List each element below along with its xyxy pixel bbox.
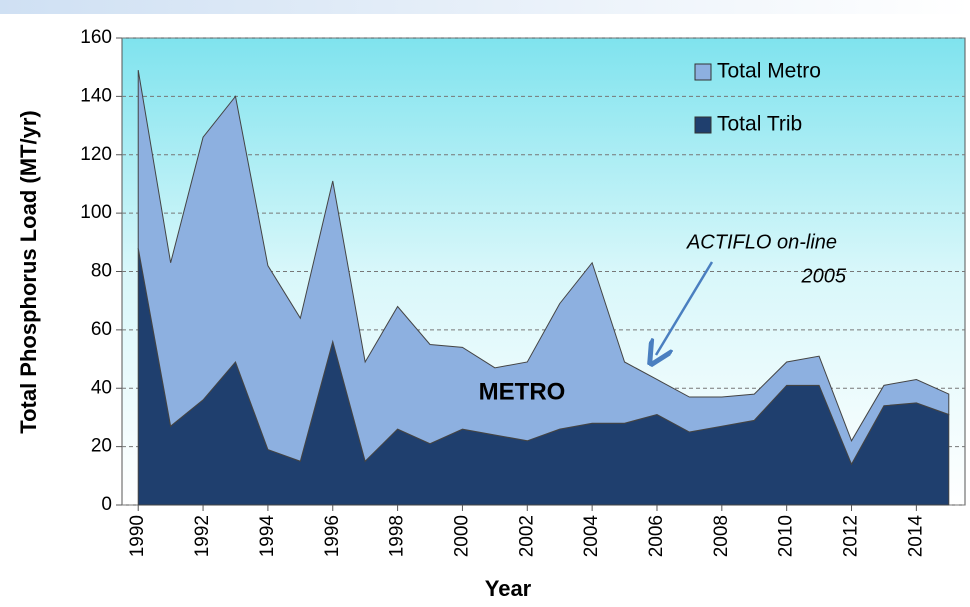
y-tick-label: 140 bbox=[80, 85, 112, 106]
legend-swatch bbox=[694, 63, 712, 81]
annotation: METRO bbox=[479, 378, 566, 405]
area bbox=[137, 70, 950, 466]
x-tick-label: 1996 bbox=[322, 515, 343, 557]
annotation: 2005 bbox=[801, 265, 847, 287]
y-tick-label: 100 bbox=[80, 202, 112, 223]
x-axis-title: Year bbox=[485, 576, 532, 601]
x-tick-label: 2008 bbox=[711, 515, 732, 557]
x-tick-label: 1994 bbox=[257, 515, 278, 558]
x-tick-label: 1992 bbox=[192, 515, 213, 557]
x-tick-label: 2002 bbox=[516, 515, 537, 557]
legend-label: Total Metro bbox=[717, 60, 821, 83]
y-tick-label: 0 bbox=[101, 494, 112, 515]
y-tick-label: 40 bbox=[91, 377, 112, 398]
x-tick-label: 2012 bbox=[841, 515, 862, 557]
x-tick-label: 2010 bbox=[776, 515, 797, 557]
x-tick-label: 1990 bbox=[127, 515, 148, 557]
banner bbox=[0, 0, 970, 14]
x-tick-label: 2006 bbox=[646, 515, 667, 557]
y-tick-label: 80 bbox=[91, 261, 112, 282]
legend-label: Total Trib bbox=[717, 113, 802, 136]
x-tick-label: 2004 bbox=[581, 515, 602, 558]
legend-swatch bbox=[694, 116, 712, 134]
x-tick-label: 2014 bbox=[905, 515, 926, 558]
y-axis-title: Total Phosphorus Load (MT/yr) bbox=[16, 110, 41, 433]
y-tick-label: 20 bbox=[91, 436, 112, 457]
x-tick-label: 1998 bbox=[387, 515, 408, 557]
y-tick-label: 160 bbox=[80, 27, 112, 48]
y-tick-label: 60 bbox=[91, 319, 112, 340]
y-tick-label: 120 bbox=[80, 144, 112, 165]
annotation: ACTIFLO on-line bbox=[686, 231, 837, 253]
x-tick-label: 2000 bbox=[451, 515, 472, 557]
annotation-arrow bbox=[656, 261, 714, 355]
